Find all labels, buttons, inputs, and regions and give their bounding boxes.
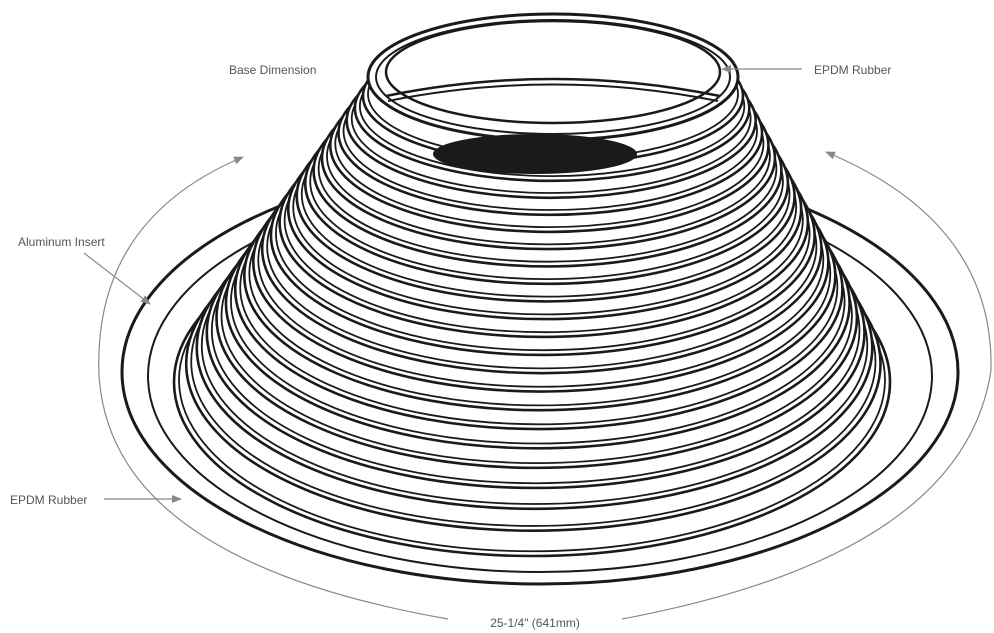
- opening-inner-ridge: [385, 77, 721, 98]
- base-measurement-label: 25-1/4" (641mm): [490, 616, 580, 630]
- opening-inner-ridge-2: [387, 83, 719, 102]
- epdm-bottom-label: EPDM Rubber: [10, 493, 87, 507]
- aluminum-insert-arrow: [83, 252, 151, 305]
- top-opening-collar: [384, 19, 722, 125]
- base-dimension-label: Base Dimension: [229, 63, 316, 77]
- measurement-arc-left: [98, 156, 449, 620]
- aluminum-insert-label: Aluminum Insert: [18, 235, 105, 249]
- measurement-arc-right: [621, 151, 992, 620]
- pipe-hole: [433, 134, 637, 174]
- epdm-top-label: EPDM Rubber: [814, 63, 891, 77]
